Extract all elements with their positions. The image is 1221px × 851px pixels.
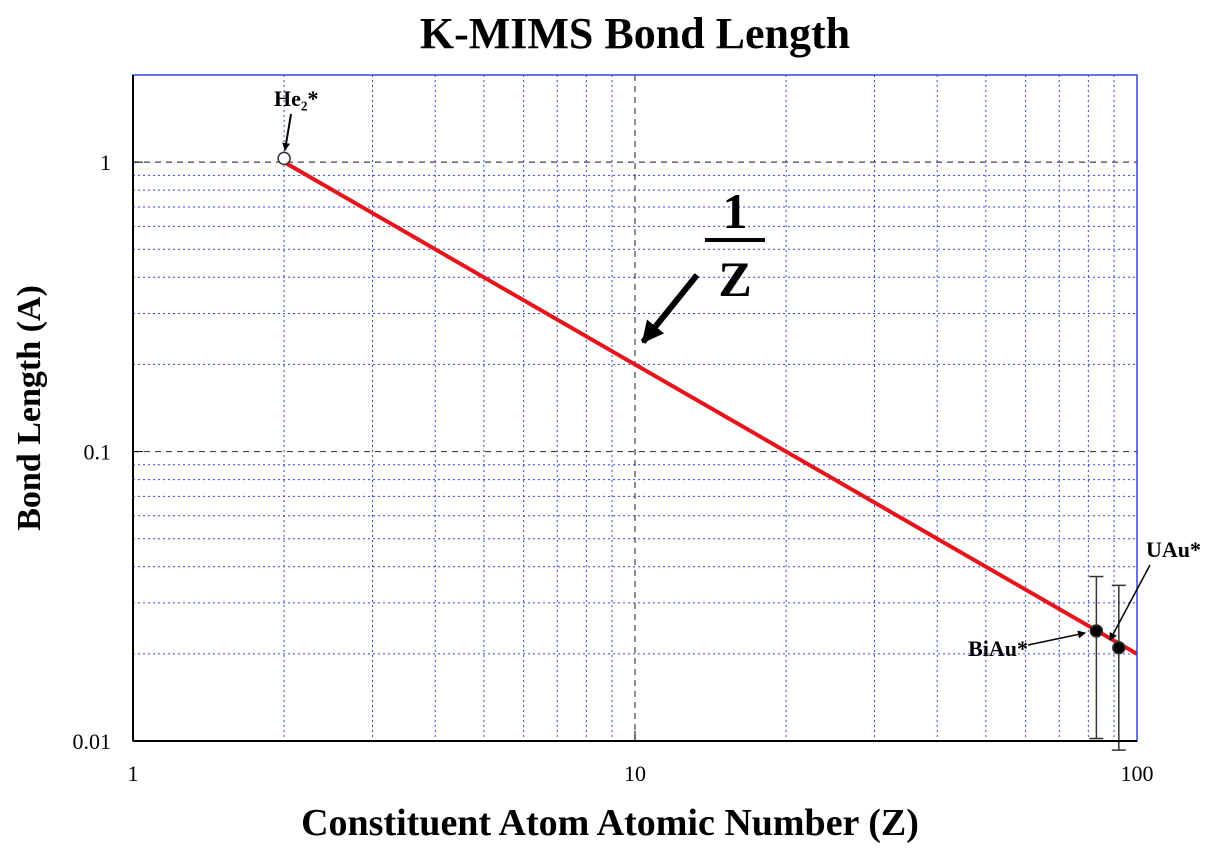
chart-title: K-MIMS Bond Length xyxy=(420,9,850,58)
annotation-arrow xyxy=(1109,564,1151,641)
y-tick-label: 1 xyxy=(100,150,111,175)
fit-line xyxy=(283,160,1138,656)
y-tick-label: 0.01 xyxy=(73,729,112,754)
annotation-arrow xyxy=(640,273,700,344)
annotation: He₂* xyxy=(274,86,318,111)
x-tick-label: 100 xyxy=(1121,761,1154,786)
x-tick-label: 10 xyxy=(624,761,646,786)
x-tick-label: 1 xyxy=(128,761,139,786)
annotation-fraction-denominator: Z xyxy=(718,251,751,307)
annotation: UAu* xyxy=(1146,537,1201,562)
data-point xyxy=(1112,640,1126,655)
marks xyxy=(277,151,1138,751)
x-axis-label: Constituent Atom Atomic Number (Z) xyxy=(301,802,919,844)
annotation: BiAu* xyxy=(968,636,1028,661)
y-axis-label: Bond Length (A) xyxy=(11,285,48,531)
y-tick-label: 0.1 xyxy=(84,440,112,465)
annotation-arrow xyxy=(282,113,292,151)
data-point xyxy=(277,151,291,166)
data-point xyxy=(1089,624,1104,638)
annotation-arrow xyxy=(1027,630,1086,646)
annotation-fraction-numerator: 1 xyxy=(723,183,748,239)
